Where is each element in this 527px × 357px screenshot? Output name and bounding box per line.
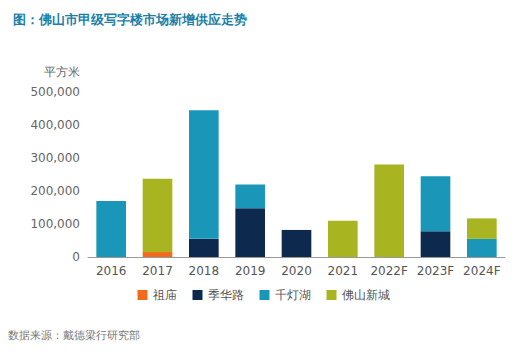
svg-text:2020: 2020 (281, 264, 312, 278)
svg-text:2017: 2017 (142, 264, 173, 278)
svg-text:2023F: 2023F (417, 264, 455, 278)
svg-text:0: 0 (72, 250, 80, 264)
svg-text:平方米: 平方米 (44, 65, 80, 79)
svg-text:2021: 2021 (328, 264, 359, 278)
svg-text:100,000: 100,000 (30, 217, 80, 231)
svg-text:千灯湖: 千灯湖 (275, 288, 311, 302)
svg-text:2022F: 2022F (370, 264, 408, 278)
svg-text:2018: 2018 (189, 264, 220, 278)
svg-text:300,000: 300,000 (30, 151, 80, 165)
svg-text:祖庙: 祖庙 (153, 288, 177, 302)
svg-text:500,000: 500,000 (30, 85, 80, 99)
svg-text:佛山新城: 佛山新城 (342, 288, 390, 302)
svg-text:图：佛山市甲级写字楼市场新增供应走势: 图：佛山市甲级写字楼市场新增供应走势 (13, 12, 247, 27)
svg-text:2024F: 2024F (463, 264, 501, 278)
svg-text:200,000: 200,000 (30, 184, 80, 198)
svg-text:400,000: 400,000 (30, 118, 80, 132)
svg-text:2016: 2016 (96, 264, 127, 278)
svg-text:2019: 2019 (235, 264, 266, 278)
svg-text:季华路: 季华路 (208, 288, 244, 302)
svg-text:数据来源：戴德梁行研究部: 数据来源：戴德梁行研究部 (8, 329, 140, 342)
